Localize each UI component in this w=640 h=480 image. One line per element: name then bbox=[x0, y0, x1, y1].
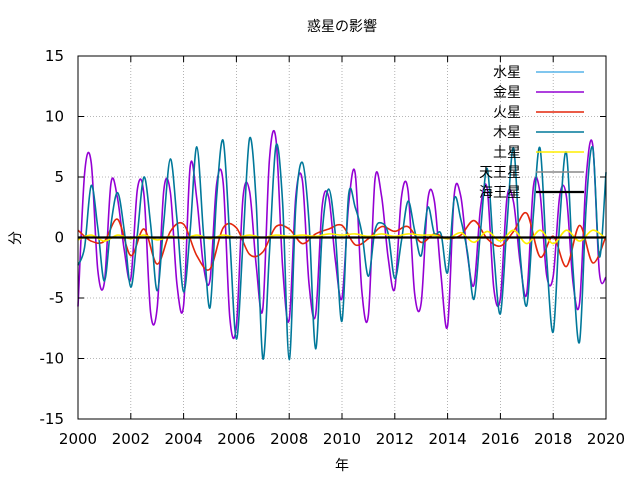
x-tick-label: 2014 bbox=[429, 430, 467, 448]
y-tick-label: -15 bbox=[40, 410, 65, 428]
axis-ticks: 2000 2002 2004 2006 2008 2010 2012 2014 2016 2018… bbox=[40, 47, 626, 448]
x-tick-label: 2016 bbox=[481, 430, 519, 448]
y-axis-label: 分 bbox=[8, 231, 24, 245]
x-axis-label: 年 bbox=[335, 458, 349, 474]
y-tick-label: 10 bbox=[45, 108, 64, 126]
legend-label: 海王星 bbox=[479, 185, 521, 201]
y-tick-label: -5 bbox=[49, 289, 64, 307]
x-tick-label: 2018 bbox=[534, 430, 572, 448]
y-tick-label: 15 bbox=[45, 47, 64, 65]
y-tick-label: 0 bbox=[54, 229, 64, 247]
x-tick-label: 2002 bbox=[112, 430, 150, 448]
legend-label: 木星 bbox=[493, 125, 521, 141]
x-tick-label: 2012 bbox=[376, 430, 414, 448]
x-tick-label: 2004 bbox=[165, 430, 203, 448]
series-group bbox=[77, 129, 607, 361]
legend-label: 天王星 bbox=[479, 165, 521, 181]
legend-label: 水星 bbox=[493, 65, 521, 81]
x-tick-label: 2010 bbox=[323, 430, 361, 448]
x-tick-label: 2020 bbox=[587, 430, 625, 448]
x-tick-label: 2000 bbox=[59, 430, 97, 448]
x-tick-label: 2006 bbox=[217, 430, 255, 448]
legend-label: 金星 bbox=[493, 85, 521, 101]
x-tick-label: 2008 bbox=[270, 430, 308, 448]
chart-title: 惑星の影響 bbox=[307, 18, 377, 35]
y-tick-label: -10 bbox=[40, 350, 65, 368]
y-tick-label: 5 bbox=[54, 168, 64, 186]
series-line-3 bbox=[77, 136, 607, 361]
legend-label: 火星 bbox=[493, 105, 521, 121]
series-line-2 bbox=[77, 211, 607, 271]
legend-label: 土星 bbox=[493, 145, 521, 161]
